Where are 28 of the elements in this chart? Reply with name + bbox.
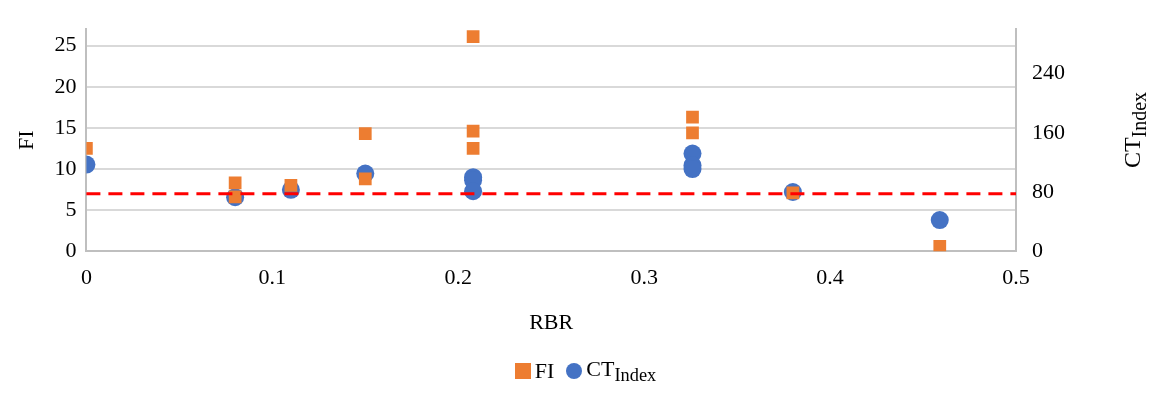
point xyxy=(358,127,372,140)
x-tick-label: 0.3 xyxy=(630,264,658,290)
y2-tick-label: 0 xyxy=(1032,236,1043,262)
x-axis-title: RBR xyxy=(529,308,574,334)
legend-label: CT$_{Index}$ xyxy=(586,356,657,387)
y-tick-label: 20 xyxy=(54,72,77,98)
y-tick-label: 5 xyxy=(65,195,77,221)
point xyxy=(466,142,480,155)
point xyxy=(686,110,699,124)
y2-tick-label: 240 xyxy=(1032,59,1065,85)
y2-tick-label: 80 xyxy=(1032,177,1054,203)
point xyxy=(466,124,480,138)
y-tick-label: 0 xyxy=(65,236,77,262)
y-tick-label: 25 xyxy=(54,31,77,57)
point xyxy=(933,239,947,252)
x-tick-label: 0.4 xyxy=(816,264,844,290)
y-tick-label: 10 xyxy=(54,154,77,180)
point xyxy=(930,211,949,230)
legend-label: FI xyxy=(534,358,555,385)
point xyxy=(228,176,242,190)
y-tick-label: 15 xyxy=(54,113,77,139)
x-tick-label: 0.1 xyxy=(258,264,287,290)
y-axis-title: FI xyxy=(12,130,38,150)
point xyxy=(686,126,699,140)
y2-tick-label: 160 xyxy=(1032,118,1065,144)
x-tick-label: 0.5 xyxy=(1002,264,1030,290)
point xyxy=(466,30,480,43)
x-tick-label: 0.2 xyxy=(444,264,472,290)
